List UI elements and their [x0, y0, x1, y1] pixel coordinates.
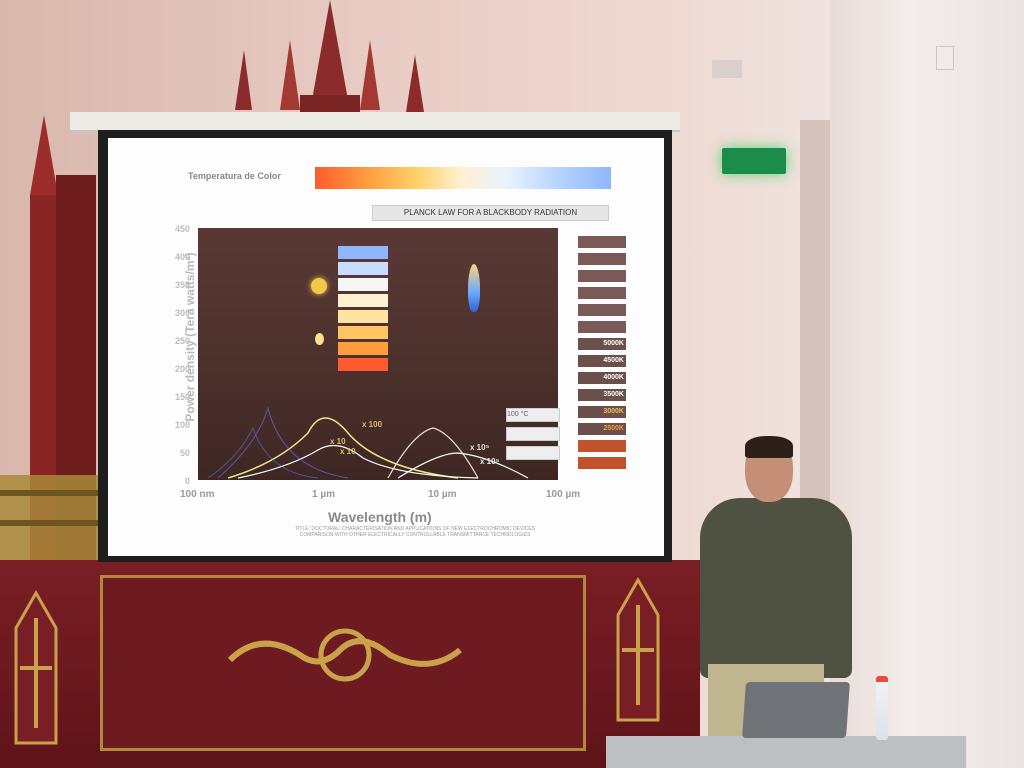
legend-swatch: [578, 253, 626, 265]
projector-screen-housing: [70, 112, 680, 132]
plot-legend-row: 100 °C: [506, 408, 560, 422]
presenter-hair: [745, 436, 793, 458]
altar-emblem: [227, 628, 462, 682]
presenter-table: [606, 736, 966, 768]
legend-4000k: 4000K: [578, 372, 626, 384]
legend-swatch: [578, 236, 626, 248]
y-tick: 200: [174, 364, 190, 374]
y-axis-ticks: 450 400 350 300 250 200 150 100 50 0: [160, 224, 190, 490]
left-gold-ornament: [14, 589, 58, 745]
sun-icon: [311, 278, 327, 294]
legend-3000k: 3000K: [578, 406, 626, 418]
legend-swatch: [578, 321, 626, 333]
left-altar-carving: [0, 115, 100, 565]
chip: [338, 294, 388, 307]
legend-5000k: 5000K: [578, 338, 626, 350]
chip: [338, 326, 388, 339]
y-tick: 250: [174, 336, 190, 346]
x-tick: 10 µm: [428, 489, 457, 500]
x-tick: 1 µm: [312, 489, 335, 500]
y-tick: 400: [174, 252, 190, 262]
legend-2500k: 2500K: [578, 423, 626, 435]
footnote-line-2: COMPARISON WITH OTHER ELECTRICALLY CONTR…: [299, 532, 531, 538]
wall-junction-box: [712, 60, 742, 78]
chip: [338, 358, 388, 371]
flame-icon: [468, 264, 480, 312]
plot-badge: x 10: [330, 437, 346, 446]
chip: [338, 262, 388, 275]
temperature-legend: 5000K 4500K 4000K 3500K 3000K 2500K: [578, 236, 626, 469]
plot-inner-legend: 100 °C: [506, 408, 560, 460]
right-gold-ornament: [616, 576, 660, 722]
y-tick: 300: [174, 308, 190, 318]
chip: [338, 278, 388, 291]
chip: [338, 246, 388, 259]
legend-swatch: [578, 270, 626, 282]
y-tick: 50: [179, 448, 190, 458]
spectral-curves: [207, 406, 529, 479]
y-tick: 0: [184, 476, 190, 486]
laptop: [742, 682, 850, 738]
legend-swatch: [578, 287, 626, 299]
plot-badge: x 10⁵: [480, 457, 500, 466]
slide-footnote: TITLE: DOCTORAL: CHARACTERISATION AND AP…: [225, 526, 605, 538]
plot-badge: x 10: [340, 447, 356, 456]
legend-swatch: [578, 457, 626, 469]
temperature-chips: [338, 246, 388, 371]
exit-sign: [722, 148, 786, 174]
plot-legend-row: [506, 427, 560, 441]
footnote-line-1: TITLE: DOCTORAL: CHARACTERISATION AND AP…: [294, 526, 536, 532]
x-tick: 100 nm: [180, 489, 215, 500]
y-tick: 100: [174, 420, 190, 430]
legend-swatch: [578, 304, 626, 316]
plot-badge: x 10⁵: [470, 443, 490, 452]
legend-swatch: [578, 440, 626, 452]
gothic-spire-carving: [235, 0, 424, 115]
x-axis-label: Wavelength (m): [328, 509, 432, 525]
water-bottle: [876, 676, 888, 740]
chip: [338, 310, 388, 323]
bulb-icon: [315, 333, 324, 345]
plot-badge: x 100: [362, 420, 383, 429]
plot-legend-row: [506, 446, 560, 460]
slide-title: PLANCK LAW FOR A BLACKBODY RADIATION: [372, 205, 609, 221]
wall-switch: [936, 46, 954, 70]
y-axis-label: Power density (Tera watts/m²): [183, 252, 197, 422]
legend-3500k: 3500K: [578, 389, 626, 401]
chip: [338, 342, 388, 355]
altar-panel: [100, 575, 586, 751]
color-temperature-gradient: [315, 167, 611, 189]
presenter-shirt: [700, 498, 852, 678]
y-tick: 150: [174, 392, 190, 402]
legend-4500k: 4500K: [578, 355, 626, 367]
right-pillar: [830, 0, 1024, 768]
color-temperature-label: Temperatura de Color: [188, 171, 281, 181]
y-tick: 350: [174, 280, 190, 290]
y-tick: 450: [174, 224, 190, 234]
x-tick: 100 µm: [546, 489, 581, 500]
